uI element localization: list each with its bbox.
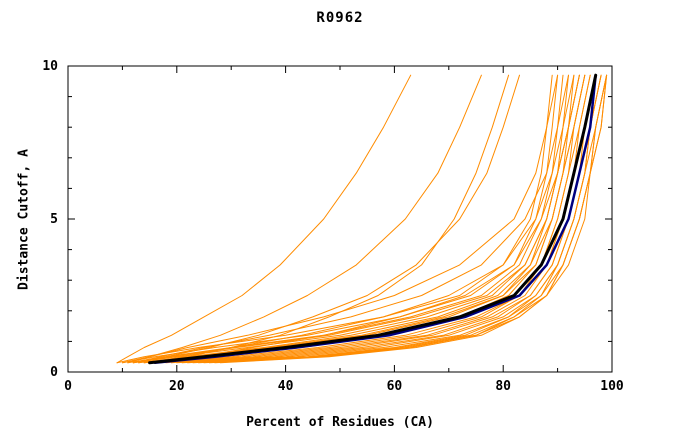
y-tick-label: 5 bbox=[50, 212, 58, 227]
series-line-model-15 bbox=[192, 74, 602, 364]
series-line-model-27 bbox=[121, 74, 559, 364]
series-line-model-30 bbox=[160, 74, 580, 364]
y-tick-label: 10 bbox=[42, 59, 58, 74]
series-line-model-24 bbox=[127, 74, 482, 364]
x-tick-label: 60 bbox=[387, 379, 403, 394]
series-line-model-28 bbox=[132, 74, 569, 364]
series-line-model-09 bbox=[160, 74, 591, 364]
series-line-model-29 bbox=[149, 74, 575, 364]
x-tick-label: 80 bbox=[495, 379, 511, 394]
series-line-model-13 bbox=[181, 74, 602, 364]
series-line-second-model bbox=[153, 73, 597, 365]
x-axis-label: Percent of Residues (CA) bbox=[246, 415, 434, 430]
x-tick-label: 20 bbox=[169, 379, 185, 394]
series-line-model-04 bbox=[132, 74, 569, 364]
series-line-model-23 bbox=[116, 74, 412, 364]
y-tick-label: 0 bbox=[50, 365, 58, 380]
series-line-model-20 bbox=[219, 74, 608, 364]
series-line-model-03 bbox=[127, 74, 564, 364]
series-line-model-01 bbox=[116, 74, 553, 364]
series-line-model-26 bbox=[138, 74, 520, 364]
chart-title: R0962 bbox=[316, 10, 364, 26]
series-line-model-22 bbox=[143, 74, 586, 364]
series-line-model-10 bbox=[165, 74, 591, 364]
x-tick-label: 40 bbox=[278, 379, 294, 394]
x-tick-label: 0 bbox=[64, 379, 72, 394]
series-line-best-model bbox=[148, 73, 598, 365]
series-line-model-14 bbox=[187, 74, 602, 364]
x-tick-label: 100 bbox=[600, 379, 624, 394]
